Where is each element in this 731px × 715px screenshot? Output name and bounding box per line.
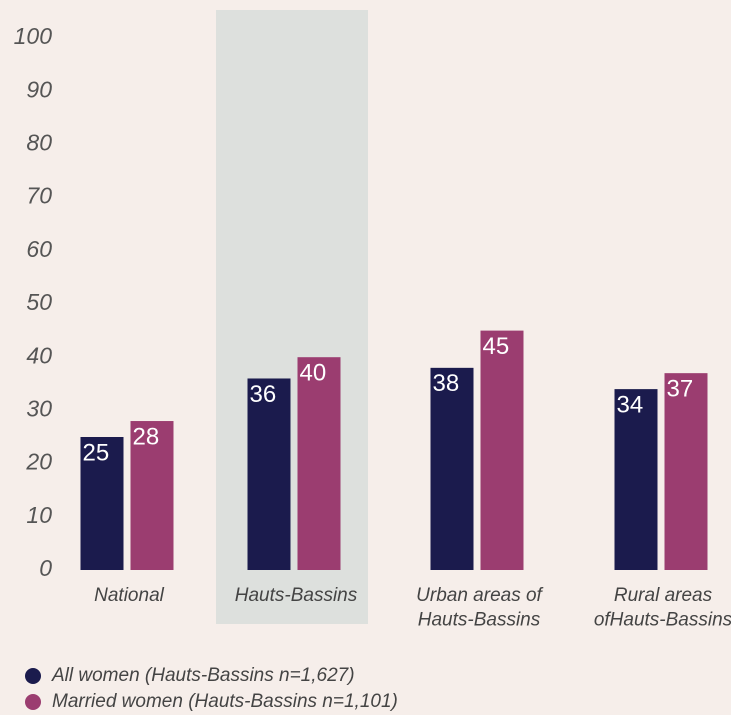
y-tick-label: 100 xyxy=(14,23,53,49)
bar xyxy=(130,421,174,570)
value-label: 36 xyxy=(250,381,277,408)
y-tick-label: 10 xyxy=(26,502,52,528)
value-label: 34 xyxy=(617,391,644,418)
value-label: 25 xyxy=(83,439,110,466)
bar xyxy=(664,373,708,570)
bar xyxy=(480,330,524,570)
legend-marker xyxy=(25,694,41,710)
y-tick-label: 60 xyxy=(26,236,52,262)
y-tick-label: 30 xyxy=(26,395,52,421)
x-tick-label: Rural areas ofHauts-Bassins xyxy=(594,585,731,631)
y-tick-label: 50 xyxy=(26,289,52,315)
legend-label: Married women (Hauts-Bassins n=1,101) xyxy=(52,691,398,712)
highlight-band xyxy=(216,10,368,624)
y-tick-label: 90 xyxy=(26,76,52,102)
y-tick-label: 40 xyxy=(26,342,52,368)
value-label: 45 xyxy=(483,333,510,360)
x-tick-label: National xyxy=(94,585,164,606)
bar xyxy=(247,378,291,570)
legend-marker xyxy=(25,668,41,684)
bar xyxy=(430,367,474,570)
value-label: 38 xyxy=(433,370,460,397)
bar xyxy=(80,437,124,570)
y-tick-label: 80 xyxy=(26,129,52,155)
x-tick-label: Hauts-Bassins xyxy=(235,585,358,606)
x-tick-label: Urban areas of Hauts-Bassins xyxy=(416,585,543,631)
bar xyxy=(614,389,658,570)
legend-label: All women (Hauts-Bassins n=1,627) xyxy=(51,665,355,686)
value-label: 37 xyxy=(667,376,694,403)
value-label: 40 xyxy=(300,360,327,387)
y-tick-label: 70 xyxy=(26,183,52,209)
bar xyxy=(297,357,341,570)
value-label: 28 xyxy=(133,423,160,450)
y-tick-label: 20 xyxy=(25,449,52,475)
y-tick-label: 0 xyxy=(39,555,52,581)
